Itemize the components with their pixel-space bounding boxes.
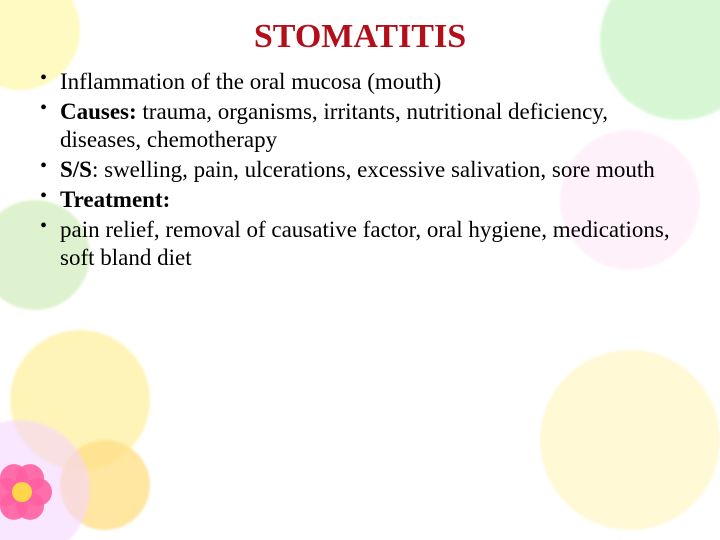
bullet-text: Inflammation of the oral mucosa (mouth) <box>60 69 441 94</box>
bullet-item: S/S: swelling, pain, ulcerations, excess… <box>40 156 690 184</box>
bullet-label: Causes: <box>60 99 137 124</box>
bullet-text: pain relief, removal of causative factor… <box>60 217 670 270</box>
bullet-text: : swelling, pain, ulcerations, excessive… <box>92 157 655 182</box>
bullet-item: Inflammation of the oral mucosa (mouth) <box>40 68 690 96</box>
bullet-list: Inflammation of the oral mucosa (mouth) C… <box>30 68 690 272</box>
bg-blob <box>540 350 720 530</box>
bullet-item: Causes: trauma, organisms, irritants, nu… <box>40 98 690 154</box>
bullet-label: Treatment: <box>60 187 170 212</box>
bullet-text: trauma, organisms, irritants, nutritiona… <box>60 99 608 152</box>
bullet-item: pain relief, removal of causative factor… <box>40 216 690 272</box>
flower-icon <box>0 452 62 532</box>
slide-title: STOMATITIS <box>30 18 690 56</box>
bullet-label: S/S <box>60 157 92 182</box>
bullet-item: Treatment: <box>40 186 690 214</box>
slide-content: STOMATITIS Inflammation of the oral muco… <box>0 0 720 272</box>
